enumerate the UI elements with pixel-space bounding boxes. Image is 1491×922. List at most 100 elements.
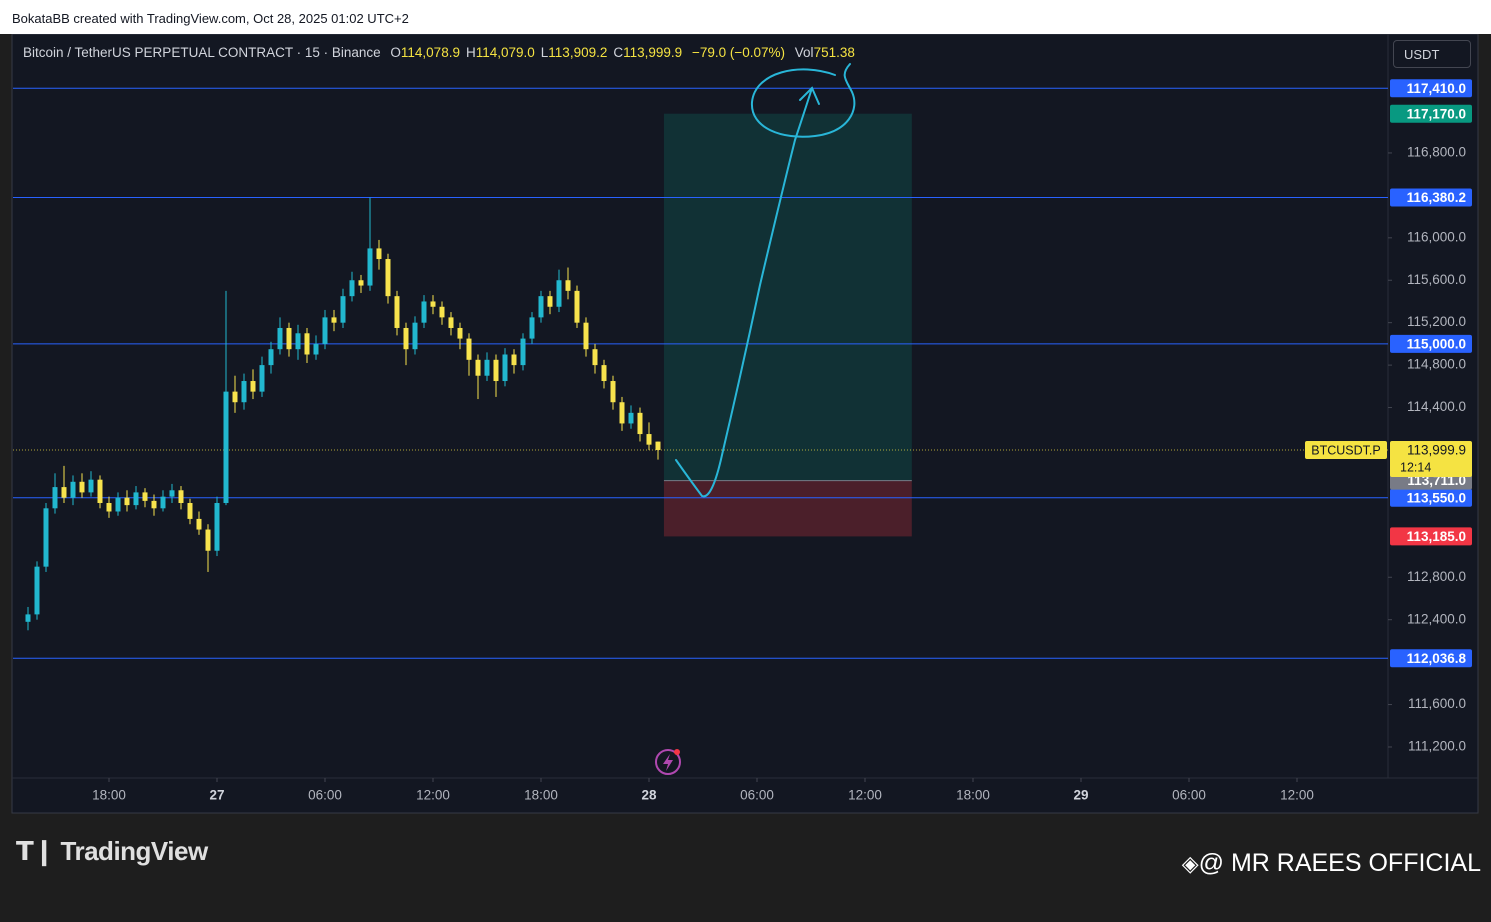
candle-body [151, 500, 157, 509]
candle-body [34, 566, 40, 615]
ohlc-key: H [465, 45, 476, 60]
candle-body [322, 317, 328, 344]
watermark: ◈@ MR RAEES OFFICIAL [1182, 849, 1481, 878]
branding: 𝗧❙ TradingView [16, 836, 208, 867]
y-tick-label: 112,400.0 [1407, 611, 1466, 626]
candle-body [331, 317, 337, 323]
candle-body [637, 412, 643, 435]
candle-body [304, 333, 310, 355]
ohlc-value: 113,909.2 [548, 45, 608, 60]
target-circle [750, 63, 856, 138]
hand-drawn-arrow [675, 63, 856, 498]
candle-body [376, 248, 382, 260]
candle-body [646, 434, 652, 445]
price-label-box [1390, 334, 1472, 353]
x-tick-label: 06:00 [740, 788, 774, 803]
y-tick-label: 111,200.0 [1408, 739, 1466, 754]
binance-icon: ◈ [1181, 851, 1199, 876]
x-tick-label: 28 [641, 788, 657, 803]
y-tick-label: 115,600.0 [1407, 272, 1466, 287]
candle-body [529, 317, 535, 339]
y-tick-label: 116,800.0 [1407, 145, 1466, 160]
candle-body [511, 354, 517, 366]
candle-body [277, 327, 283, 350]
candle-body [493, 359, 499, 382]
currency-button[interactable]: USDT [1393, 40, 1471, 68]
position-layer [663, 113, 912, 537]
candle-body [61, 487, 67, 498]
x-tick-label: 18:00 [524, 788, 558, 803]
candle-body [160, 496, 166, 509]
x-tick-label: 27 [209, 788, 224, 803]
price-label: 117,410.0 [1407, 81, 1466, 96]
price-label: 115,000.0 [1407, 336, 1466, 351]
ohlc-value: 113,999.9 [623, 45, 683, 60]
watermark-text: @ MR RAEES OFFICIAL [1198, 849, 1481, 877]
candle-body [547, 296, 553, 307]
price-label-box [1390, 104, 1472, 123]
candle-body [115, 497, 121, 512]
price-label: 113,185.0 [1407, 529, 1466, 544]
ohlc: O114,078.9 H114,079.0 L113,909.2 C113,999.9 [384, 45, 682, 60]
price-label-box [1390, 79, 1472, 98]
price-label: 116,380.2 [1407, 190, 1466, 205]
candle-body [439, 306, 445, 318]
candle-body [97, 479, 103, 504]
candle-body [457, 327, 463, 339]
attribution: BokataBB created with TradingView.com, O… [12, 11, 409, 26]
last-price-box [1390, 440, 1472, 477]
price-label: 113,550.0 [1407, 490, 1466, 505]
price-label-box [1390, 527, 1472, 546]
candle-body [232, 391, 238, 403]
candle-body [187, 503, 193, 519]
candle-body [133, 492, 139, 506]
chart: 116,800.0 116,000.0 115,600.0 115,200.0 114,… [11, 34, 1479, 814]
candle-body [205, 529, 211, 551]
candle-body [106, 503, 112, 512]
candle-body [394, 296, 400, 328]
page: {"attribution": "BokataBB created with T… [0, 0, 1491, 878]
candle-body [178, 490, 184, 504]
stop-zone [663, 480, 912, 537]
arrow-head [799, 86, 820, 105]
candle-body [79, 481, 85, 493]
candle-body [268, 349, 274, 366]
volume: 751.38 [813, 45, 855, 60]
price-label: 117,170.0 [1407, 106, 1466, 121]
candle-body [349, 280, 355, 297]
legend-header: Bitcoin / TetherUS PERPETUAL CONTRACT · … [23, 45, 855, 60]
candle-body [196, 518, 202, 530]
candle-body [448, 317, 454, 328]
candle-body [565, 280, 571, 291]
volume-key: Vol [794, 45, 814, 60]
candle-body [475, 359, 481, 376]
y-tick-label: 115,200.0 [1407, 314, 1466, 329]
candle-body [313, 343, 319, 355]
y-tick-label: 111,600.0 [1408, 696, 1466, 711]
candle-body [628, 412, 634, 424]
candle-body [592, 349, 598, 366]
candle-body [25, 614, 31, 622]
candle-body [124, 497, 130, 506]
alert-icon[interactable] [655, 749, 681, 775]
x-tick-label: 12:00 [1280, 788, 1314, 803]
arrow-path [675, 87, 813, 498]
y-tick-label: 114,800.0 [1407, 357, 1466, 372]
last-price-label: 113,999.9 [1407, 443, 1466, 458]
axis-layer: 116,800.0 116,000.0 115,600.0 115,200.0 114,… [92, 79, 1472, 803]
candle-body [52, 487, 58, 509]
symbol-title: Bitcoin / TetherUS PERPETUAL CONTRACT · … [23, 45, 381, 60]
candle-body [367, 248, 373, 286]
y-tick-label: 116,000.0 [1407, 229, 1466, 244]
price-label-box [1390, 188, 1472, 207]
candle-body [385, 259, 391, 297]
price-label: 112,036.8 [1407, 651, 1467, 666]
candle-body [655, 441, 661, 450]
candle-body [286, 327, 292, 350]
countdown: 12:14 [1400, 460, 1431, 474]
candle-body [223, 391, 229, 504]
candle-body [421, 301, 427, 323]
candle-body [466, 338, 472, 360]
ohlc-value: 114,079.0 [475, 45, 535, 60]
candle-body [610, 381, 616, 403]
